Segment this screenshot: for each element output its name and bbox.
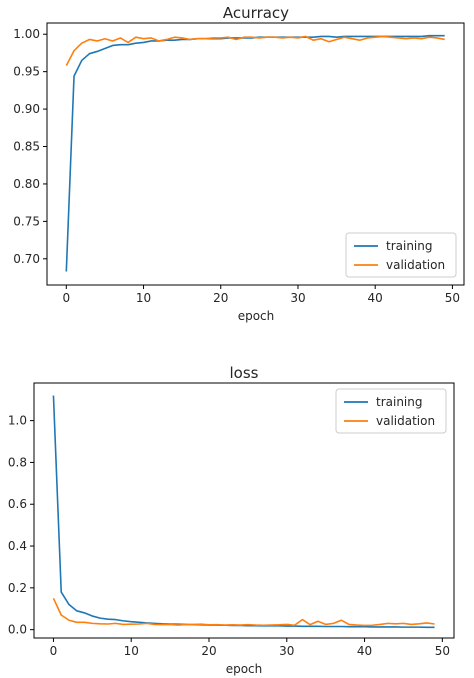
x-tick-label: 40 — [357, 644, 372, 658]
x-tick-label: 40 — [368, 291, 383, 305]
x-tick-label: 30 — [290, 291, 305, 305]
y-tick-label: 1.0 — [8, 414, 27, 428]
legend-label-training: training — [376, 395, 423, 409]
y-tick-label: 0.75 — [13, 214, 40, 228]
x-tick-label: 10 — [136, 291, 151, 305]
x-tick-label: 30 — [279, 644, 294, 658]
y-tick-label: 1.00 — [13, 27, 40, 41]
legend-box — [345, 232, 457, 278]
y-tick-label: 0.4 — [8, 539, 27, 553]
accuracy-chart: Acurracy 0 10 20 30 40 50 0.70 0.75 0.80 0.85 0.90… — [13, 4, 465, 323]
series-line-validation — [65, 35, 445, 67]
x-axis-title: epoch — [238, 309, 275, 323]
y-tick-label: 0.95 — [13, 65, 40, 79]
y-tick-label: 0.8 — [8, 455, 27, 469]
legend-label-validation: validation — [386, 258, 445, 272]
y-tick-label: 0.6 — [8, 497, 27, 511]
axes-frame — [46, 22, 465, 286]
legend: training validation — [335, 388, 447, 434]
loss-chart: loss 0 10 20 30 40 50 0.0 0.2 0.4 0.6 0.8 1.0 traini… — [8, 364, 455, 676]
legend: training validation — [345, 232, 457, 278]
y-tick-label: 0.85 — [13, 140, 40, 154]
axes-frame — [33, 382, 455, 639]
chart-title: Acurracy — [223, 4, 289, 22]
x-tick-label: 50 — [445, 291, 460, 305]
legend-label-validation: validation — [376, 414, 435, 428]
chart-title: loss — [230, 364, 259, 382]
y-tick-label: 0.90 — [13, 102, 40, 116]
legend-label-training: training — [386, 239, 433, 253]
y-tick-label: 0.2 — [8, 581, 27, 595]
x-tick-label: 0 — [50, 644, 58, 658]
plot-area: 0 10 20 30 40 50 0.70 0.75 0.80 0.85 0.90 0.95 1.00 t… — [13, 22, 465, 305]
x-axis-title: epoch — [226, 662, 263, 676]
x-tick-label: 50 — [435, 644, 450, 658]
x-tick-label: 0 — [62, 291, 70, 305]
x-tick-label: 20 — [213, 291, 228, 305]
x-tick-label: 10 — [124, 644, 139, 658]
plot-area: 0 10 20 30 40 50 0.0 0.2 0.4 0.6 0.8 1.0 training val… — [8, 382, 455, 658]
legend-box — [335, 388, 447, 434]
y-tick-label: 0.70 — [13, 252, 40, 266]
y-tick-label: 0.80 — [13, 177, 40, 191]
series-line-validation — [52, 597, 435, 627]
x-tick-label: 20 — [201, 644, 216, 658]
y-tick-label: 0.0 — [8, 623, 27, 637]
